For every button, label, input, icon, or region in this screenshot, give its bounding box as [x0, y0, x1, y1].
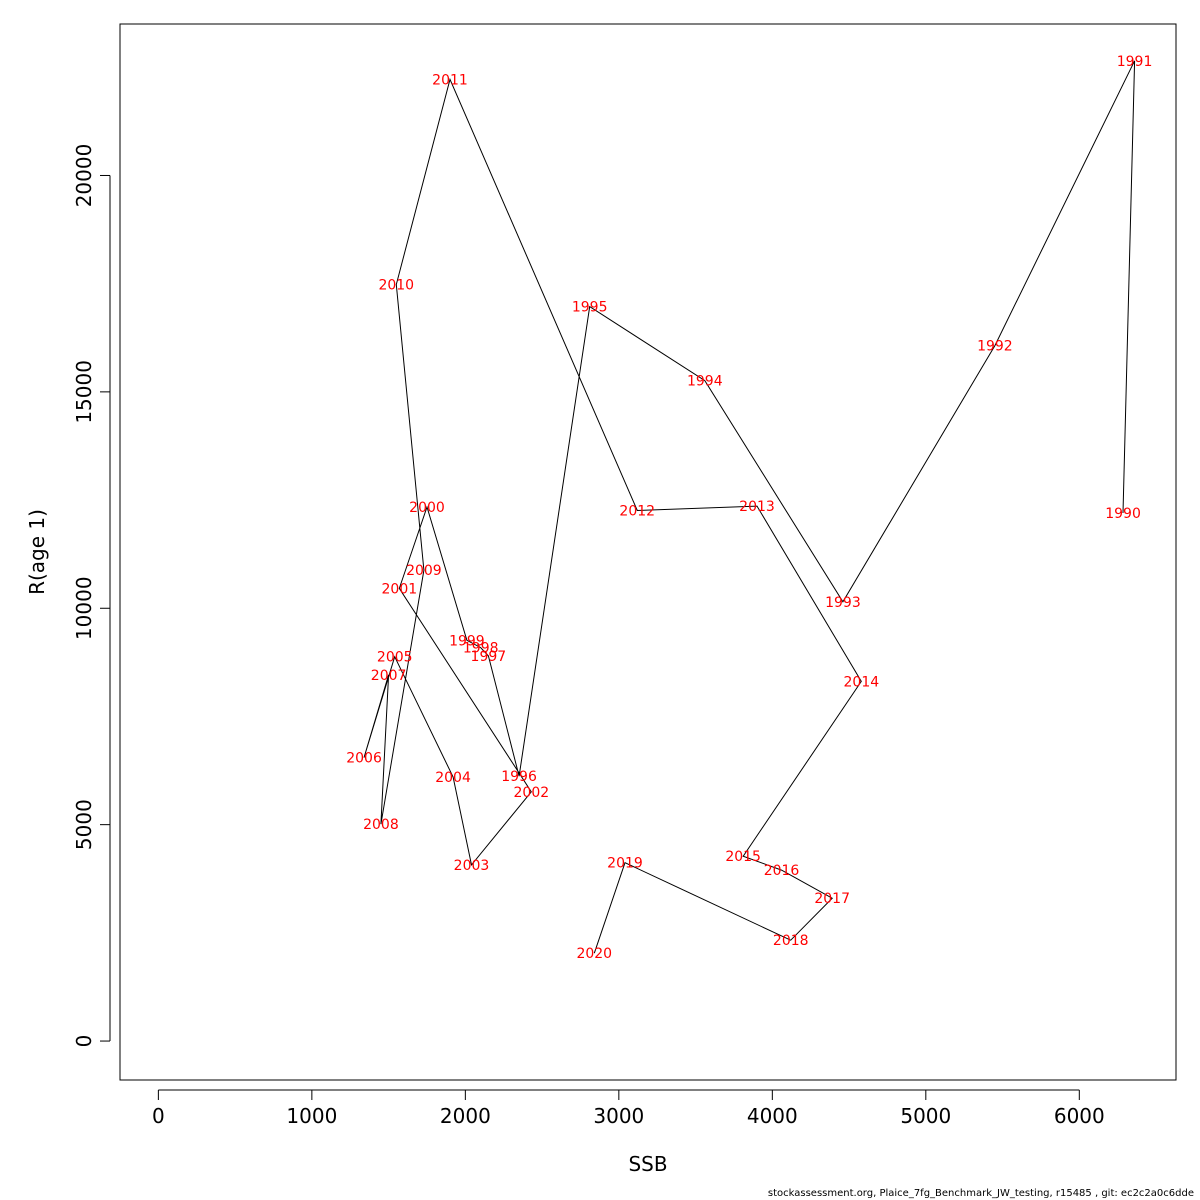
- y-tick-label: 0: [72, 1035, 96, 1048]
- y-axis: 0 5000 10000 15000 20000: [72, 144, 111, 1048]
- year-label-2012: 2012: [619, 503, 655, 519]
- x-tick-label: 0: [152, 1104, 165, 1128]
- y-tick-label: 20000: [72, 144, 96, 208]
- year-label-2018: 2018: [773, 933, 809, 949]
- year-label-1995: 1995: [572, 300, 608, 316]
- x-tick-label: 5000: [900, 1104, 951, 1128]
- year-label-2020: 2020: [576, 946, 612, 962]
- year-label-1997: 1997: [471, 649, 507, 665]
- year-label-1991: 1991: [1117, 54, 1153, 70]
- year-label-2008: 2008: [363, 817, 399, 833]
- year-label-1990: 1990: [1105, 506, 1141, 522]
- year-label-1998: 1998: [463, 641, 499, 657]
- recruitment-trajectory-line: [363, 60, 1136, 954]
- year-label-1993: 1993: [825, 595, 861, 611]
- x-tick-label: 1000: [286, 1104, 337, 1128]
- year-label-1994: 1994: [687, 374, 723, 390]
- year-label-2000: 2000: [409, 500, 445, 516]
- year-label-2019: 2019: [607, 856, 643, 872]
- year-label-2017: 2017: [814, 891, 850, 907]
- year-label-2005: 2005: [377, 650, 413, 666]
- year-label-2007: 2007: [371, 668, 407, 684]
- year-label-2014: 2014: [844, 674, 880, 690]
- year-label-2002: 2002: [514, 785, 550, 801]
- year-labels: 1990 1991 1992 1993 1994 1995 1996 199719981999…: [346, 54, 1152, 962]
- year-label-2009: 2009: [406, 563, 442, 579]
- year-label-1992: 1992: [977, 339, 1013, 355]
- y-tick-label: 15000: [72, 360, 96, 424]
- x-axis-label: SSB: [628, 1152, 667, 1176]
- x-tick-label: 6000: [1054, 1104, 1105, 1128]
- x-tick-label: 2000: [440, 1104, 491, 1128]
- year-label-2015: 2015: [725, 849, 761, 865]
- year-label-2016: 2016: [764, 863, 800, 879]
- x-tick-label: 4000: [747, 1104, 798, 1128]
- year-label-2013: 2013: [739, 499, 775, 515]
- year-label-1996: 1996: [501, 769, 537, 785]
- year-label-2001: 2001: [382, 581, 418, 597]
- y-tick-label: 5000: [72, 799, 96, 850]
- y-axis-label: R(age 1): [25, 509, 49, 595]
- footer-caption: stockassessment.org, Plaice_7fg_Benchmar…: [767, 1188, 1194, 1199]
- year-label-2011: 2011: [432, 72, 468, 88]
- x-axis: 0 1000 2000 3000 4000 5000 6000: [152, 1089, 1105, 1128]
- year-label-2004: 2004: [435, 770, 471, 786]
- plot-box: [119, 23, 1177, 1081]
- year-label-1999: 1999: [449, 633, 485, 649]
- year-label-2010: 2010: [378, 278, 414, 294]
- y-tick-label: 10000: [72, 576, 96, 640]
- x-tick-label: 3000: [593, 1104, 644, 1128]
- year-label-2006: 2006: [346, 751, 382, 767]
- year-label-2003: 2003: [454, 858, 490, 874]
